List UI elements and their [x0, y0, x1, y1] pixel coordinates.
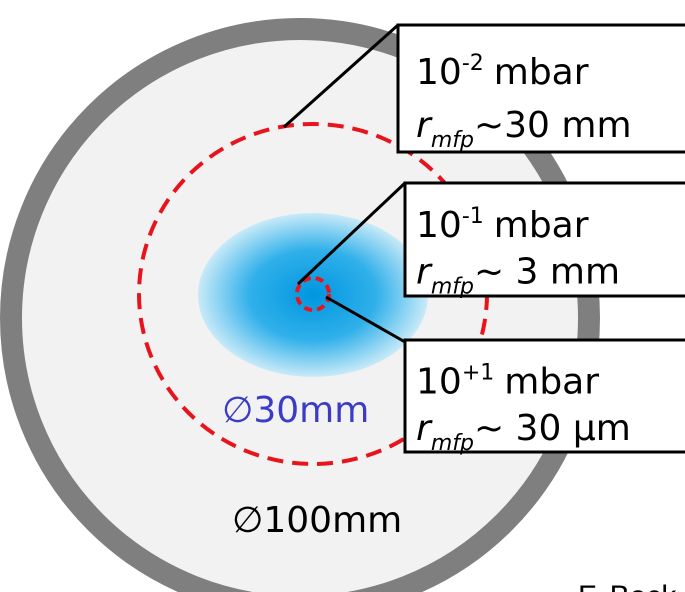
subscript: mfp — [431, 128, 474, 153]
pressure: 10-2 mbar — [416, 51, 589, 93]
gas-jet — [198, 213, 428, 377]
distance: ~ 30 μm — [474, 408, 631, 449]
pressure: 10-1 mbar — [416, 204, 589, 246]
pressure-exponent: +1 — [462, 360, 494, 385]
pressure-base: 10 — [416, 52, 462, 93]
pressure-exponent: -2 — [462, 51, 484, 76]
inner-diameter: ∅30mm — [222, 390, 369, 431]
subscript: mfp — [431, 275, 474, 300]
pressure: 10+1 mbar — [416, 360, 599, 402]
pressure-base: 10 — [416, 361, 462, 402]
pressure-exponent: -1 — [462, 204, 484, 229]
diagram: 10-2mbarrmfp~30 mm10-1mbarrmfp~ 3 mm10+1… — [0, 0, 685, 592]
pressure-unit: mbar — [494, 52, 589, 93]
distance: ~30 mm — [474, 105, 632, 146]
pressure-base: 10 — [416, 205, 462, 246]
pressure-unit: mbar — [504, 361, 599, 402]
outer-diameter: ∅100mm — [232, 500, 402, 541]
pressure-unit: mbar — [494, 205, 589, 246]
subscript: mfp — [431, 431, 474, 456]
credit: F. Beck — [578, 580, 677, 592]
distance: ~ 3 mm — [474, 252, 620, 293]
